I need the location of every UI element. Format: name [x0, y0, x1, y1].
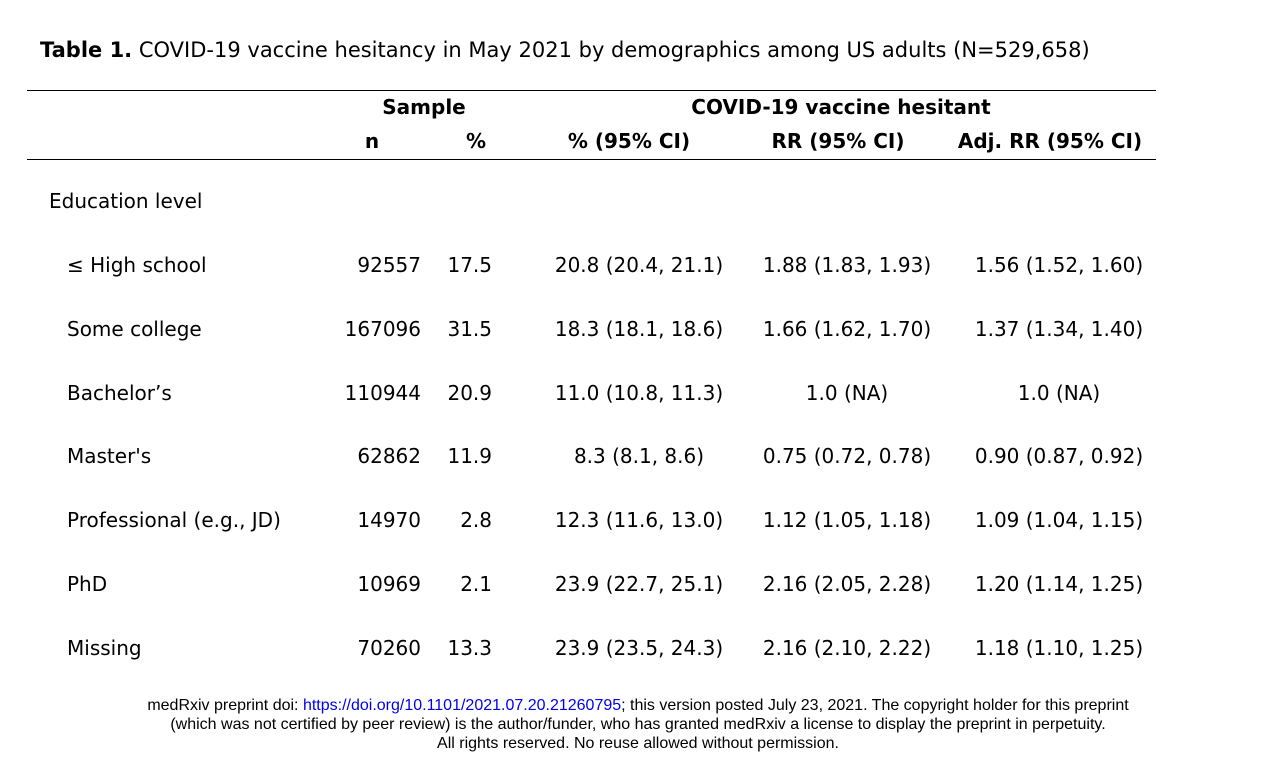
header-group-hesitant: COVID-19 vaccine hesitant: [691, 95, 991, 119]
row-n: 70260: [357, 636, 421, 660]
row-pct: 13.3: [447, 636, 492, 660]
row-pct-ci: 11.0 (10.8, 11.3): [554, 381, 724, 405]
row-adj-rr: 1.37 (1.34, 1.40): [974, 317, 1144, 341]
row-rr: 1.88 (1.83, 1.93): [762, 253, 932, 277]
row-label: PhD: [67, 572, 108, 596]
row-pct: 31.5: [447, 317, 492, 341]
row-n: 62862: [357, 444, 421, 468]
row-adj-rr: 1.0 (NA): [1017, 381, 1101, 405]
table-caption-text: COVID-19 vaccine hesitancy in May 2021 b…: [138, 38, 1090, 62]
footer-line1-suffix: ; this version posted July 23, 2021. The…: [621, 697, 1129, 714]
row-pct-ci: 23.9 (23.5, 24.3): [554, 636, 724, 660]
row-label: Master's: [67, 444, 152, 468]
row-adj-rr: 1.18 (1.10, 1.25): [974, 636, 1144, 660]
table-header-rule: [27, 159, 1156, 160]
row-label: Some college: [67, 317, 202, 341]
footer-line-2: (which was not certified by peer review)…: [170, 716, 1106, 733]
row-pct: 17.5: [447, 253, 492, 277]
footer-line-3: All rights reserved. No reuse allowed wi…: [437, 735, 839, 752]
row-n: 14970: [357, 508, 421, 532]
row-pct-ci: 18.3 (18.1, 18.6): [554, 317, 724, 341]
row-pct-ci: 8.3 (8.1, 8.6): [573, 444, 705, 468]
table-top-rule: [27, 90, 1156, 91]
row-rr: 1.12 (1.05, 1.18): [762, 508, 932, 532]
header-adj-rr: Adj. RR (95% CI): [957, 129, 1143, 153]
header-pct: %: [465, 129, 487, 153]
footer-prefix: medRxiv preprint doi:: [147, 697, 303, 714]
header-pct-ci: % (95% CI): [567, 129, 691, 153]
row-pct: 2.1: [460, 572, 492, 596]
preprint-footer: medRxiv preprint doi: https://doi.org/10…: [0, 696, 1276, 753]
row-adj-rr: 1.09 (1.04, 1.15): [974, 508, 1144, 532]
table-caption: Table 1. COVID-19 vaccine hesitancy in M…: [40, 38, 1090, 62]
row-pct: 20.9: [447, 381, 492, 405]
row-adj-rr: 1.20 (1.14, 1.25): [974, 572, 1144, 596]
table-caption-label: Table 1.: [40, 38, 133, 62]
header-group-sample: Sample: [382, 95, 466, 119]
row-label: Missing: [67, 636, 142, 660]
row-label: Bachelor’s: [67, 381, 172, 405]
doi-link[interactable]: https://doi.org/10.1101/2021.07.20.21260…: [302, 697, 622, 714]
row-n: 10969: [357, 572, 421, 596]
row-rr: 2.16 (2.05, 2.28): [762, 572, 932, 596]
row-rr: 1.66 (1.62, 1.70): [762, 317, 932, 341]
row-rr: 2.16 (2.10, 2.22): [762, 636, 932, 660]
row-rr: 1.0 (NA): [805, 381, 889, 405]
row-n: 110944: [344, 381, 421, 405]
row-n: 167096: [344, 317, 421, 341]
row-pct-ci: 20.8 (20.4, 21.1): [554, 253, 724, 277]
section-label-education: Education level: [49, 189, 203, 213]
row-pct-ci: 23.9 (22.7, 25.1): [554, 572, 724, 596]
header-n: n: [364, 129, 380, 153]
row-label: ≤ High school: [67, 253, 207, 277]
row-n: 92557: [357, 253, 421, 277]
row-pct: 2.8: [460, 508, 492, 532]
footer-line-1: medRxiv preprint doi: https://doi.org/10…: [0, 696, 1276, 715]
row-label: Professional (e.g., JD): [67, 508, 281, 532]
row-pct: 11.9: [447, 444, 492, 468]
header-rr: RR (95% CI): [771, 129, 905, 153]
row-pct-ci: 12.3 (11.6, 13.0): [554, 508, 724, 532]
row-rr: 0.75 (0.72, 0.78): [762, 444, 932, 468]
row-adj-rr: 0.90 (0.87, 0.92): [974, 444, 1144, 468]
row-adj-rr: 1.56 (1.52, 1.60): [974, 253, 1144, 277]
